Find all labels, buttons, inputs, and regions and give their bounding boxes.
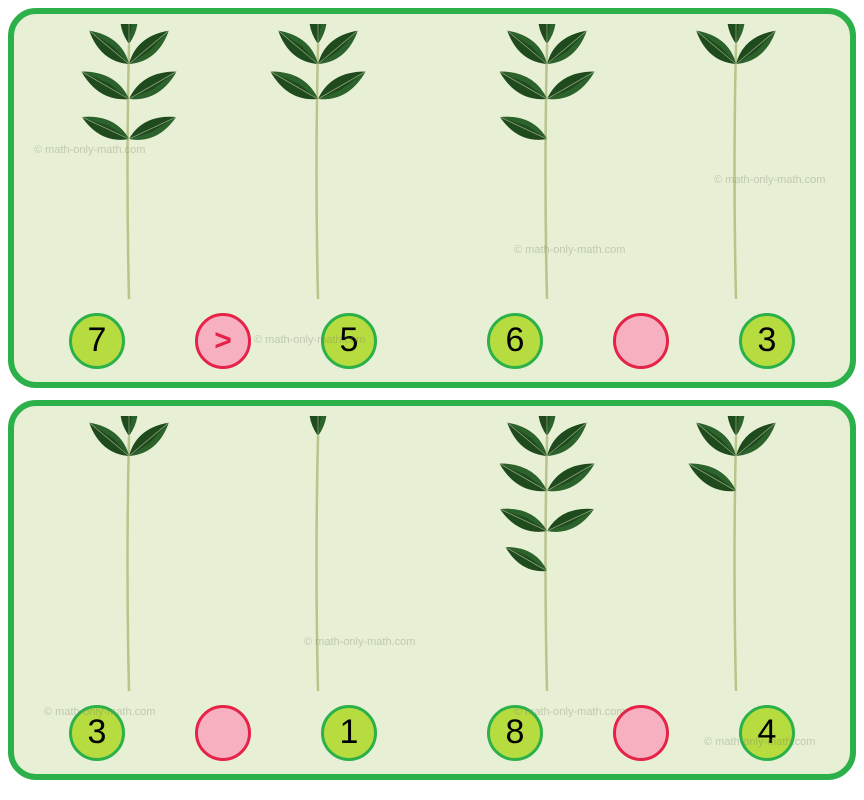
op-circle (613, 313, 669, 369)
op-circle (195, 705, 251, 761)
panel-0: 7 >5 (8, 8, 856, 388)
num-circle: 8 (487, 705, 543, 761)
plant-left (59, 24, 199, 309)
num-circle: 1 (321, 705, 377, 761)
badge-row: 63 (432, 309, 850, 382)
num-circle: 3 (739, 313, 795, 369)
plant-right (248, 24, 388, 309)
problem-0-1: 63 (432, 14, 850, 382)
badge-row: 31 (14, 701, 432, 774)
num-circle: 7 (69, 313, 125, 369)
plant-row (432, 14, 850, 309)
badge-row: 7 >5 (14, 309, 432, 382)
plant-right (666, 416, 806, 701)
plant-left (59, 416, 199, 701)
problem-1-1: 84 (432, 406, 850, 774)
plant-row (432, 406, 850, 701)
op-circle: > (195, 313, 251, 369)
plant-right (248, 416, 388, 701)
problem-1-0: 31 (14, 406, 432, 774)
op-circle (613, 705, 669, 761)
plant-left (477, 24, 617, 309)
num-circle: 3 (69, 705, 125, 761)
plant-row (14, 406, 432, 701)
badge-row: 84 (432, 701, 850, 774)
problem-0-0: 7 >5 (14, 14, 432, 382)
num-circle: 4 (739, 705, 795, 761)
plant-row (14, 14, 432, 309)
num-circle: 5 (321, 313, 377, 369)
panel-1: 31 (8, 400, 856, 780)
plant-left (477, 416, 617, 701)
num-circle: 6 (487, 313, 543, 369)
plant-right (666, 24, 806, 309)
